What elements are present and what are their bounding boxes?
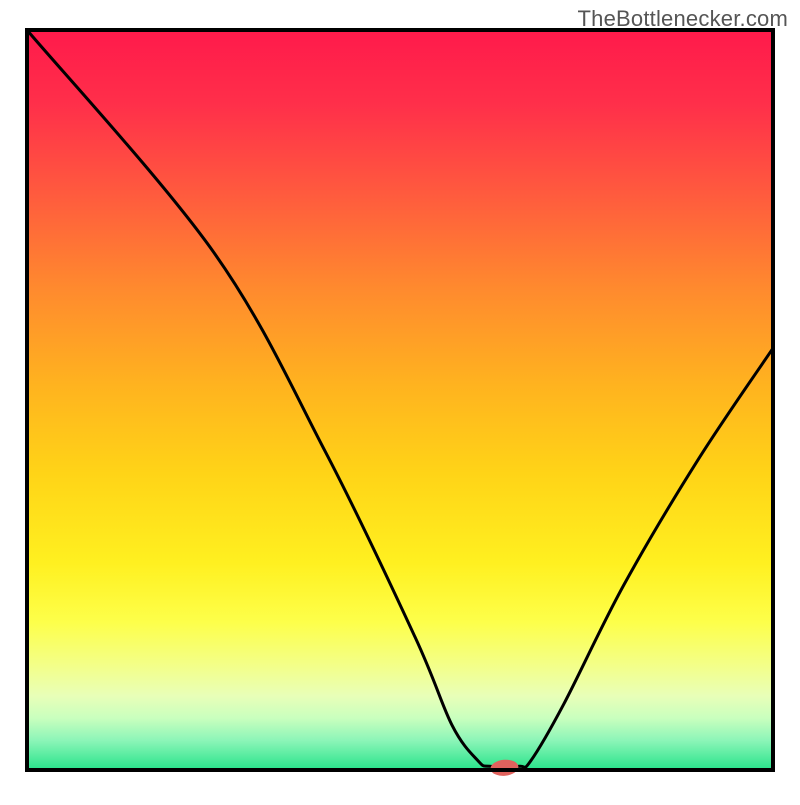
watermark-label: TheBottlenecker.com [578, 6, 788, 32]
plot-background [27, 30, 773, 770]
chart-svg [0, 0, 800, 800]
bottleneck-chart [0, 0, 800, 800]
